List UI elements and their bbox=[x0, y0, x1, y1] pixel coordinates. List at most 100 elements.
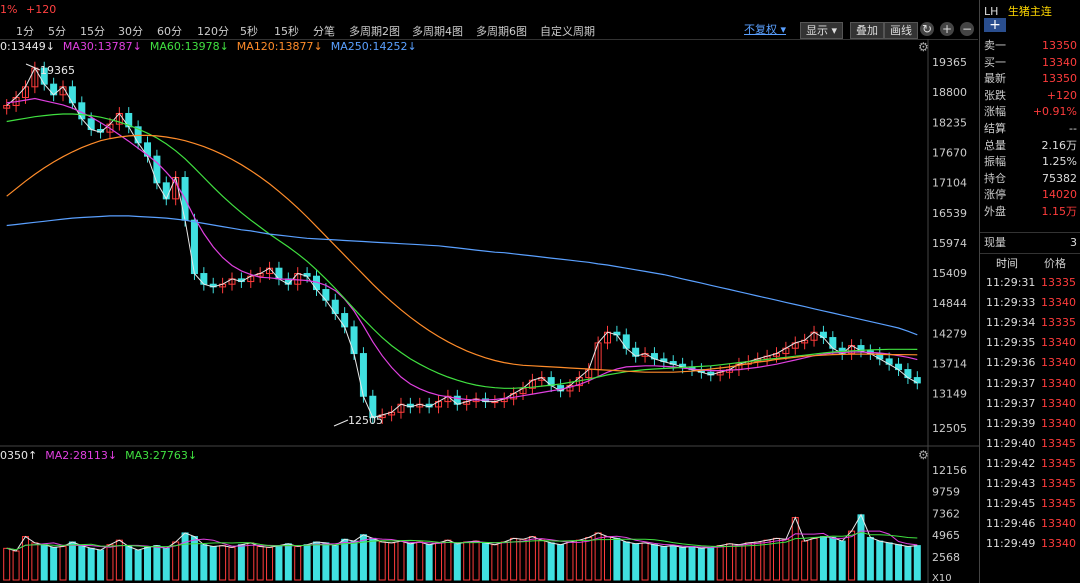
quote-value: 1.15万 bbox=[1041, 205, 1078, 218]
fuquan-select[interactable]: 不复权 ▾ bbox=[744, 23, 787, 36]
volume-ma-line bbox=[6, 530, 918, 551]
volume-bar bbox=[679, 546, 687, 581]
price-change: +120 bbox=[26, 3, 57, 16]
zoom-out-icon[interactable]: − bbox=[960, 22, 974, 36]
trade-row: 11:29:35 13340 bbox=[986, 336, 1076, 350]
quote-row: 振幅 1.25% bbox=[984, 154, 1080, 170]
candle bbox=[144, 136, 152, 163]
quote-row: 持仓 75382 bbox=[984, 171, 1080, 187]
overlay-button[interactable]: 叠加 bbox=[850, 22, 884, 39]
price-axis-tick: 14279 bbox=[932, 327, 967, 340]
volume-bar bbox=[256, 546, 264, 581]
candle bbox=[115, 107, 123, 131]
volume-bar bbox=[557, 544, 565, 581]
contract-title: LH 生猪主连 bbox=[984, 3, 1052, 19]
period-tab-6[interactable]: 5秒 bbox=[240, 25, 258, 38]
volume-bar bbox=[463, 541, 471, 581]
volume-axis-tick: 9759 bbox=[932, 486, 960, 499]
quote-row: 张跌 +120 bbox=[984, 88, 1080, 104]
volume-bar bbox=[791, 517, 799, 581]
period-tab-10[interactable]: 多周期4图 bbox=[412, 25, 463, 38]
candle bbox=[388, 405, 396, 422]
volume-bar bbox=[181, 532, 189, 581]
period-tab-11[interactable]: 多周期6图 bbox=[476, 25, 527, 38]
volume-bar bbox=[369, 537, 377, 581]
volume-bar bbox=[519, 538, 527, 581]
price-axis-tick: 17670 bbox=[932, 146, 967, 159]
period-tab-9[interactable]: 多周期2图 bbox=[349, 25, 400, 38]
period-tab-12[interactable]: 自定义周期 bbox=[540, 25, 595, 38]
candle bbox=[50, 77, 58, 102]
volume-bar bbox=[547, 542, 555, 581]
candle bbox=[3, 99, 11, 115]
candle bbox=[219, 277, 227, 294]
volume-bar bbox=[134, 549, 142, 581]
quote-value: 13350 bbox=[1042, 72, 1077, 86]
period-tab-3[interactable]: 30分 bbox=[118, 25, 143, 38]
volume-bar bbox=[31, 542, 39, 581]
candle bbox=[190, 213, 198, 280]
price-axis-tick: 18235 bbox=[932, 116, 967, 129]
low-pointer bbox=[333, 419, 349, 427]
volume-bar bbox=[228, 546, 236, 581]
quote-value: 13340 bbox=[1042, 55, 1077, 69]
quote-key: 涨幅 bbox=[984, 105, 1006, 119]
volume-bar bbox=[904, 546, 912, 581]
volume-bar bbox=[331, 545, 339, 581]
volume-bar bbox=[190, 536, 198, 581]
period-tab-8[interactable]: 分笔 bbox=[313, 25, 335, 38]
period-tab-5[interactable]: 120分 bbox=[197, 25, 229, 38]
candle bbox=[819, 325, 827, 344]
quote-key: 结算 bbox=[984, 122, 1006, 135]
trade-row: 11:29:36 13340 bbox=[986, 356, 1076, 370]
candle bbox=[604, 325, 612, 350]
candle bbox=[707, 365, 715, 382]
draw-line-button[interactable]: 画线 bbox=[884, 22, 918, 39]
quote-panel: LH 生猪主连 + 卖一 13350 买一 13340 最新 13350 张跌 +120 涨幅 +… bbox=[979, 0, 1080, 583]
volume-bar bbox=[125, 546, 133, 581]
candle bbox=[726, 363, 734, 379]
volume-bar bbox=[453, 543, 461, 581]
volume-bar bbox=[500, 541, 508, 581]
quote-key: 买一 bbox=[984, 55, 1006, 69]
volume-bar bbox=[885, 542, 893, 581]
settings-gear-icon[interactable]: ⚙ bbox=[918, 40, 929, 54]
price-axis-tick: 13714 bbox=[932, 357, 967, 370]
candle bbox=[904, 363, 912, 384]
volume-bar bbox=[378, 541, 386, 581]
volume-ma-legend: 0350↑ MA2:28113↓ MA3:27763↓ bbox=[0, 449, 205, 462]
kline-chart[interactable]: ⚙⚙19365188001823517670171041653915974154… bbox=[0, 0, 979, 583]
candle bbox=[463, 395, 471, 411]
volume-bar bbox=[97, 549, 105, 581]
ma-legend-item-3: MA120:13877↓ bbox=[236, 40, 323, 53]
zoom-in-icon[interactable]: + bbox=[940, 22, 954, 36]
period-tab-7[interactable]: 15秒 bbox=[274, 25, 299, 38]
period-tab-1[interactable]: 5分 bbox=[48, 25, 66, 38]
candle bbox=[247, 269, 255, 288]
period-tab-2[interactable]: 15分 bbox=[80, 25, 105, 38]
refresh-icon[interactable]: ↻ bbox=[920, 22, 934, 36]
settings-gear-icon[interactable]: ⚙ bbox=[918, 448, 929, 462]
candle bbox=[895, 357, 903, 376]
volume-bar bbox=[303, 544, 311, 581]
display-button[interactable]: 显示 ▾ bbox=[800, 22, 844, 39]
candle bbox=[294, 267, 302, 291]
volume-bar bbox=[87, 547, 95, 581]
volume-bar bbox=[21, 536, 29, 581]
trade-row: 11:29:37 13340 bbox=[986, 376, 1076, 390]
volume-bar bbox=[266, 546, 274, 581]
volume-axis-tick: 7362 bbox=[932, 507, 960, 520]
quote-key: 最新 bbox=[984, 72, 1006, 86]
volume-bar bbox=[200, 544, 208, 581]
volume-ma-line bbox=[6, 531, 918, 551]
add-icon[interactable]: + bbox=[984, 18, 1006, 32]
period-tab-4[interactable]: 60分 bbox=[157, 25, 182, 38]
volume-bar bbox=[754, 541, 762, 581]
candle bbox=[406, 397, 414, 414]
volume-bar bbox=[3, 547, 11, 581]
volume-bar bbox=[153, 545, 161, 581]
period-tab-0[interactable]: 1分 bbox=[16, 25, 34, 38]
quote-key: 涨停 bbox=[984, 188, 1006, 202]
candle bbox=[510, 387, 518, 406]
x-indicator: X10 bbox=[932, 573, 952, 583]
